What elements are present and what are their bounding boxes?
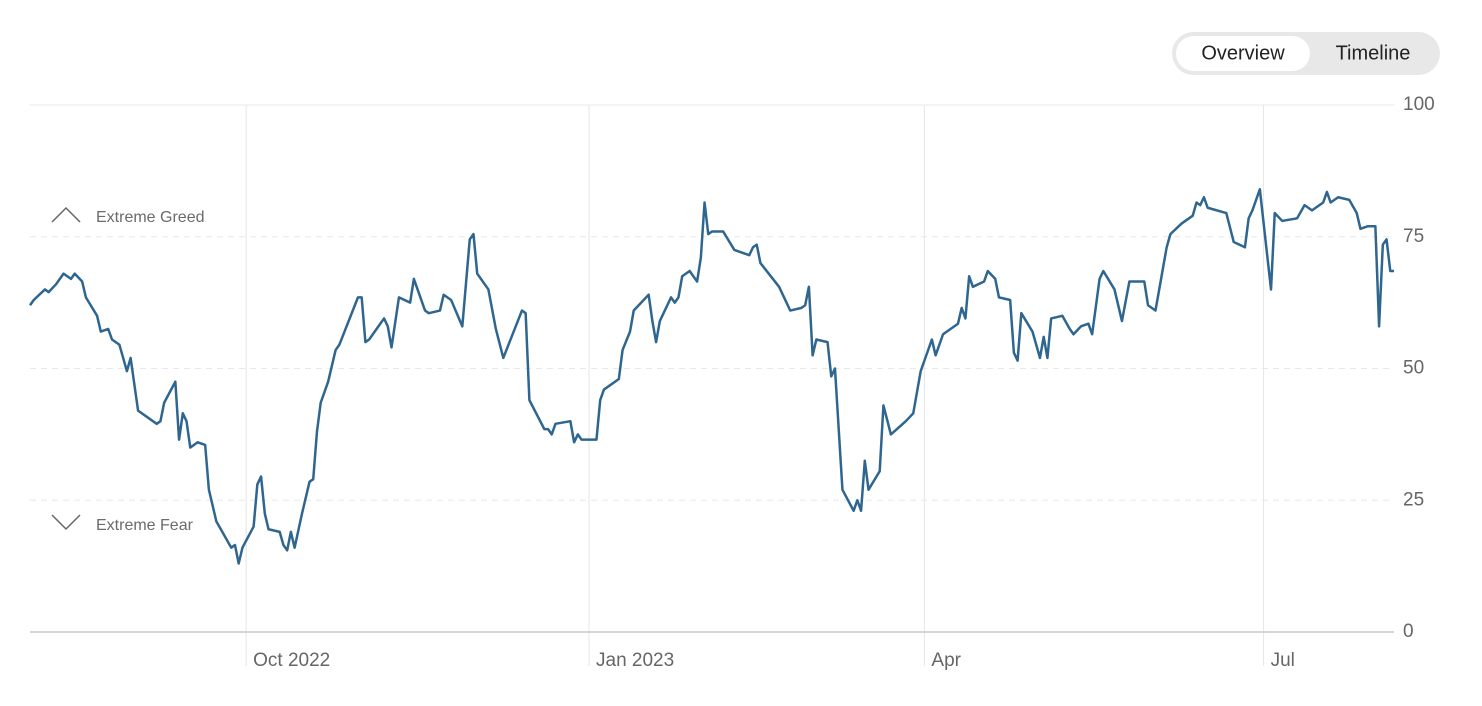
tab-selected-bg	[1176, 36, 1310, 71]
fear-icon	[51, 514, 81, 531]
y-tick-label: 50	[1403, 358, 1424, 379]
annotation: Extreme Fear	[96, 517, 194, 534]
x-tick-label: Jul	[1271, 650, 1295, 671]
y-tick-label: 75	[1403, 226, 1424, 247]
x-tick-label: Apr	[931, 650, 961, 671]
line	[28, 188, 1394, 565]
y-tick-label: 25	[1403, 489, 1424, 510]
x-tick-label: Oct 2022	[253, 650, 330, 671]
greed-icon	[51, 206, 81, 223]
tab-timeline[interactable]: Timeline	[1336, 42, 1411, 64]
y-tick-label: 100	[1403, 94, 1435, 115]
annotation: Extreme Greed	[96, 209, 204, 226]
tab-overview[interactable]: Overview	[1201, 42, 1285, 64]
x-tick-label: Jan 2023	[596, 650, 674, 671]
y-tick-label: 0	[1403, 621, 1414, 642]
